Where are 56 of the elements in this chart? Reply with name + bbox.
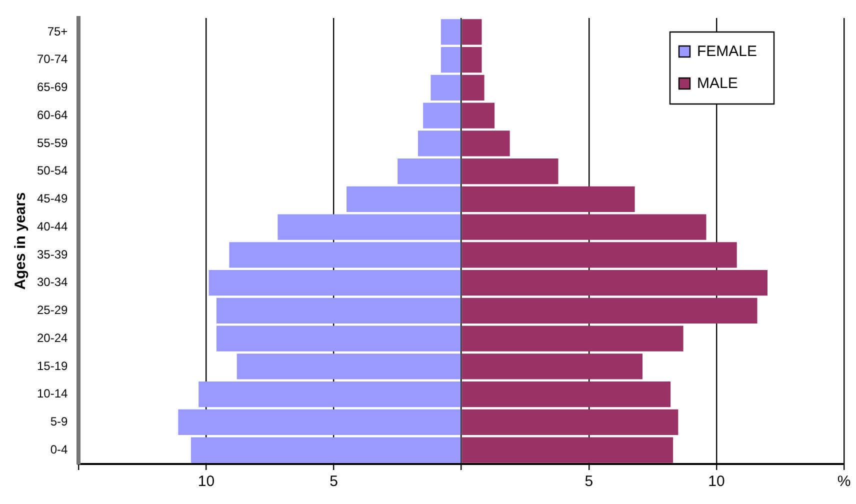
bar xyxy=(278,214,461,240)
bar xyxy=(198,381,461,408)
y-tick-label: 5-9 xyxy=(50,414,68,428)
bar xyxy=(462,242,737,268)
bar xyxy=(418,130,461,156)
y-tick-label: 15-19 xyxy=(36,358,68,373)
y-tick-label: 10-14 xyxy=(36,386,68,401)
y-tick-label: 40-44 xyxy=(36,219,68,234)
y-tick-label: 45-49 xyxy=(36,192,68,206)
bar xyxy=(462,46,482,73)
y-axis-title: Ages in years xyxy=(12,192,30,290)
bar xyxy=(236,354,461,380)
y-tick-label: 60-64 xyxy=(36,108,68,122)
bar xyxy=(440,19,461,45)
bar xyxy=(346,186,461,212)
bar xyxy=(208,270,461,296)
bar xyxy=(229,242,461,268)
bar xyxy=(462,186,635,212)
bar xyxy=(462,437,674,463)
y-tick-label: 70-74 xyxy=(36,52,68,66)
y-tick-label: 0-4 xyxy=(50,442,68,456)
bar xyxy=(190,437,461,463)
y-tick-label: 35-39 xyxy=(36,247,68,262)
y-tick-label: 50-54 xyxy=(36,164,68,178)
bar xyxy=(216,326,461,352)
bar xyxy=(216,298,461,324)
bar xyxy=(423,102,461,128)
x-tick-label: 5 xyxy=(330,473,338,490)
x-tick-label: 10 xyxy=(708,473,725,490)
bar xyxy=(462,102,495,128)
bar xyxy=(462,158,558,184)
y-tick-label: 30-34 xyxy=(36,275,68,290)
y-tick-label: 75+ xyxy=(47,24,68,38)
bar xyxy=(462,298,758,324)
y-tick-label: 25-29 xyxy=(36,303,68,317)
y-tick-label: 65-69 xyxy=(36,80,68,94)
legend-label: FEMALE xyxy=(696,43,757,60)
bar xyxy=(462,326,684,352)
x-tick-label: 5 xyxy=(584,473,594,490)
bar xyxy=(462,74,484,101)
bar xyxy=(398,158,461,184)
legend-label: MALE xyxy=(696,75,738,92)
bar xyxy=(462,381,671,408)
x-tick-label: 10 xyxy=(198,473,215,490)
y-tick-label: 20-24 xyxy=(36,330,68,345)
x-tick-label: % xyxy=(837,473,851,490)
y-tick-label: 55-59 xyxy=(36,136,68,150)
bar xyxy=(462,130,510,156)
bar xyxy=(462,270,768,296)
bar xyxy=(462,409,678,436)
bar xyxy=(430,74,461,101)
bar xyxy=(178,409,461,436)
bar xyxy=(462,19,482,45)
bar xyxy=(462,214,706,240)
bar xyxy=(462,354,642,380)
bar xyxy=(440,46,461,73)
